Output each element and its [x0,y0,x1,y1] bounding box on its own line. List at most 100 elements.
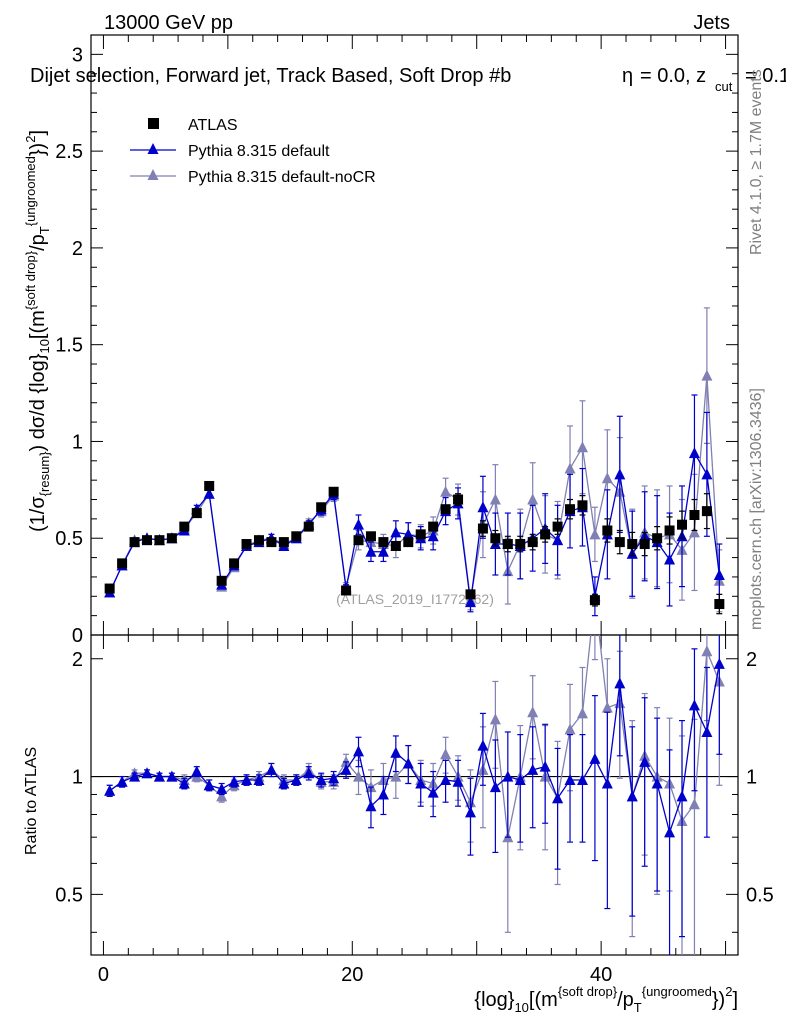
main-default-point [402,528,414,540]
xlabel-sup-2: 2 [725,984,732,999]
main-default-point [427,530,439,542]
ratio-default-point [353,745,365,757]
ratio-default-point [440,773,452,785]
ratio-default-point [265,763,277,775]
main-atlas-point [291,531,302,542]
legend-default-label: Pythia 8.315 default [188,143,330,160]
ratio-default-point [564,773,576,785]
ratio-default-point [203,779,215,791]
ratio-default-point [390,746,402,758]
main-atlas-point [502,539,513,550]
ratio-default-point [328,772,340,784]
main-atlas-point [390,540,401,551]
ratio-nocr-point [527,706,539,718]
main-default-point [688,447,700,459]
main-ylabel-part-a: (1/σ [27,496,49,532]
ratio-y-tick-label: 0.5 [55,884,83,906]
main-ylabel-sup-2: 2 [23,136,38,143]
ratio-nocr-point [601,701,613,713]
legend-default-marker [147,143,159,154]
ratio-y-tick-label-right: 1 [746,767,757,789]
plot-title-cut: cut [715,79,733,94]
main-atlas-point [179,521,190,532]
x-tick-label: 0 [98,964,109,986]
main-atlas-point [465,589,476,600]
main-y-axis-label: (1/σ{resum}) dσ/d {log}10[(m{soft drop}/… [23,130,52,532]
main-nocr-point [489,493,501,505]
ratio-default-point [166,770,178,782]
main-atlas-point [540,529,551,540]
ratio-default-point [614,677,626,689]
ratio-default-point [539,760,551,772]
ratio-default-point [178,777,190,789]
main-default-point [614,468,626,480]
main-nocr-point [527,493,539,505]
ratio-default-point [477,739,489,751]
ratio-default-point [589,752,601,764]
main-y-tick-label: 0.5 [55,528,83,550]
ratio-nocr-point [353,770,365,782]
main-y-tick-label: 1 [72,431,83,453]
main-atlas-point [515,539,526,550]
main-nocr-point [440,485,452,497]
legend-nocr-label: Pythia 8.315 default-noCR [188,169,376,186]
main-atlas-point [639,539,650,550]
main-ylabel-part-c: [(m [27,310,49,339]
ratio-default-point [340,763,352,775]
main-nocr-point [701,369,713,381]
ratio-nocr-point [440,748,452,760]
ratio-y-axis-label: Ratio to ATLAS [23,747,40,855]
main-atlas-point [104,583,115,594]
main-atlas-point [527,537,538,548]
main-atlas-point [664,525,675,536]
legend-atlas-marker [148,118,159,129]
main-ylabel-part-f: ] [27,130,49,136]
mcplots-label: mcplots.cern.ch [arXiv:1306.3436] [748,388,765,630]
main-atlas-point [216,575,227,586]
main-data-layer [104,307,725,617]
plot-title-suffix: = 0.0, z [640,65,706,87]
ratio-default-point [427,786,439,798]
main-atlas-point [602,525,613,536]
ratio-default-point [241,773,253,785]
main-nocr-line [109,375,720,601]
main-nocr-point [564,462,576,474]
main-atlas-point [353,535,364,546]
xlabel-part-d: }) [712,989,725,1011]
ratio-y-tick-label: 2 [72,649,83,671]
main-y-tick-label: 2 [72,238,83,260]
main-default-point [203,487,215,499]
ratio-default-point [639,755,651,767]
legend-nocr-marker [147,169,159,180]
main-default-point [390,526,402,538]
axes-layer: 00.511.522.530.5 0.51 12 20 20 40 [55,34,774,986]
main-default-point [353,518,365,530]
main-atlas-point [253,535,264,546]
main-atlas-point [129,537,140,548]
main-atlas-point [589,595,600,606]
ratio-default-point [626,790,638,802]
ratio-default-point [216,782,228,794]
main-atlas-point [565,504,576,515]
main-nocr-point [576,441,588,453]
main-atlas-point [278,537,289,548]
ratio-default-point [365,800,377,812]
ratio-nocr-point [564,723,576,735]
xlabel-sub-t: T [634,1000,642,1015]
main-atlas-point [303,521,314,532]
ratio-default-point [713,657,725,669]
xlabel-sub-10: 10 [514,1000,528,1015]
main-ylabel-part-d: /p [27,234,49,251]
main-default-point [701,468,713,480]
ratio-default-point [415,777,427,789]
ratio-y-tick-label-right: 2 [746,649,757,671]
main-ylabel-sub-resum: {resum} [37,451,52,496]
main-nocr-point [589,528,601,540]
main-atlas-point [166,533,177,544]
analysis-watermark: (ATLAS_2019_I1772062) [336,591,494,607]
main-atlas-point [204,480,215,491]
main-atlas-point [701,506,712,517]
ratio-nocr-point [701,645,713,657]
ratio-default-point [514,773,526,785]
